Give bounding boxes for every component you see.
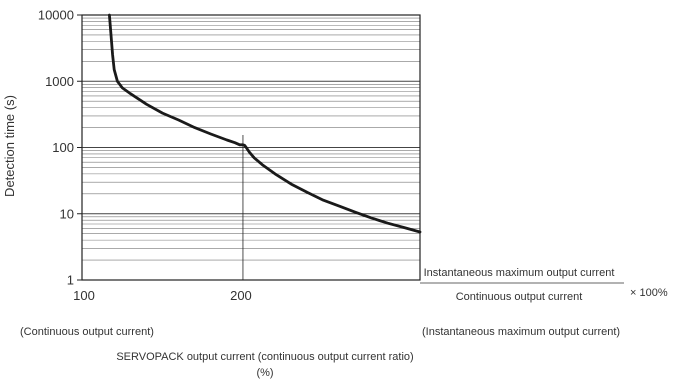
x-axis-title: SERVOPACK output current (continuous out… bbox=[116, 351, 413, 363]
x-tick-label: 200 bbox=[230, 288, 252, 303]
minor-gridlines bbox=[82, 17, 420, 261]
x-axis-ticks: 100 200 bbox=[73, 288, 252, 303]
x-axis-unit: (%) bbox=[256, 367, 273, 379]
y-axis-title: Detection time (s) bbox=[2, 95, 17, 197]
y-tick-label: 10000 bbox=[38, 8, 74, 23]
y-axis-ticks: 1 10 100 1000 10000 bbox=[38, 8, 82, 288]
x-right-note: (Instantaneous maximum output current) bbox=[422, 326, 620, 338]
series-line bbox=[108, 13, 422, 234]
y-tick-label: 10 bbox=[60, 206, 74, 221]
ratio-denominator: Continuous output current bbox=[456, 291, 583, 303]
y-tick-label: 1 bbox=[67, 273, 74, 288]
ratio-numerator: Instantaneous maximum output current bbox=[424, 267, 615, 279]
x-tick-label: 100 bbox=[73, 288, 95, 303]
ratio-multiplier: × 100% bbox=[630, 287, 668, 299]
y-tick-label: 100 bbox=[52, 140, 74, 155]
x-left-note: (Continuous output current) bbox=[20, 326, 154, 338]
y-tick-label: 1000 bbox=[45, 74, 74, 89]
